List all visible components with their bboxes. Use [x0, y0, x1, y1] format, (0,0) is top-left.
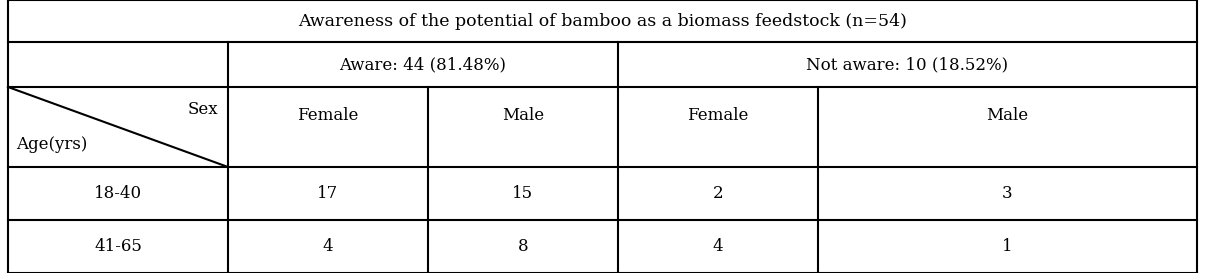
- Text: 4: 4: [712, 238, 723, 255]
- Text: Male: Male: [987, 106, 1029, 123]
- Text: Female: Female: [298, 106, 359, 123]
- Text: Sex: Sex: [187, 101, 218, 118]
- Text: Age(yrs): Age(yrs): [16, 136, 88, 153]
- Text: 18-40: 18-40: [94, 185, 142, 202]
- Text: Male: Male: [502, 106, 545, 123]
- Text: 3: 3: [1003, 185, 1013, 202]
- Text: Not aware: 10 (18.52%): Not aware: 10 (18.52%): [806, 56, 1009, 73]
- Text: 15: 15: [512, 185, 534, 202]
- Text: 2: 2: [712, 185, 723, 202]
- Text: 41-65: 41-65: [94, 238, 142, 255]
- Text: Awareness of the potential of bamboo as a biomass feedstock (n=54): Awareness of the potential of bamboo as …: [298, 13, 907, 29]
- Text: Female: Female: [687, 106, 748, 123]
- Text: 17: 17: [317, 185, 339, 202]
- Text: 1: 1: [1003, 238, 1013, 255]
- Text: 8: 8: [518, 238, 528, 255]
- Text: Aware: 44 (81.48%): Aware: 44 (81.48%): [340, 56, 506, 73]
- Text: 4: 4: [323, 238, 334, 255]
